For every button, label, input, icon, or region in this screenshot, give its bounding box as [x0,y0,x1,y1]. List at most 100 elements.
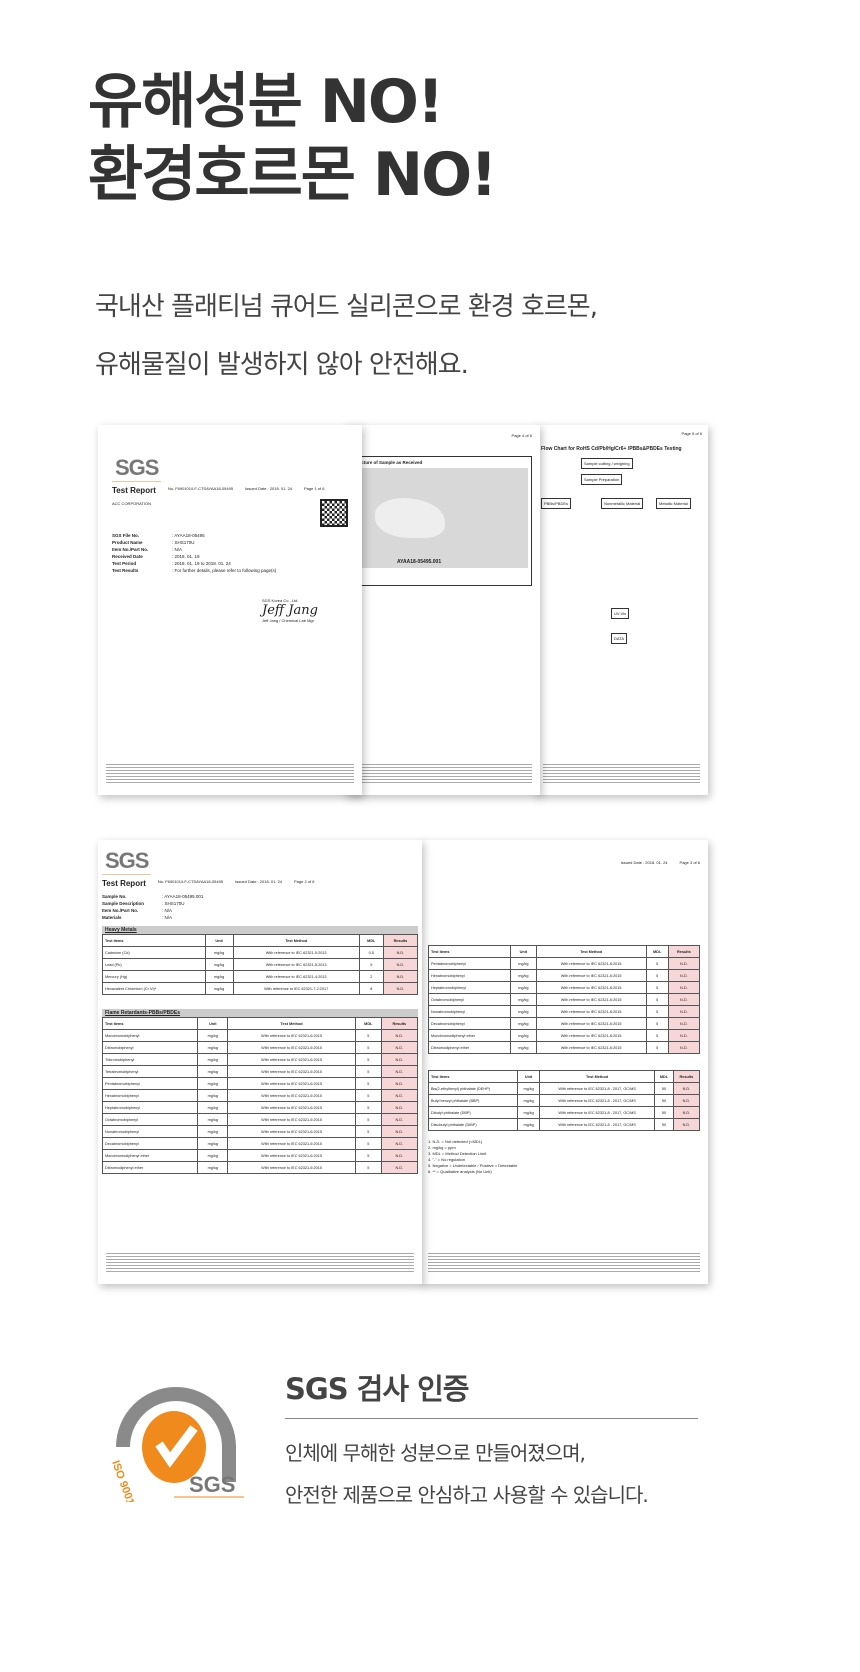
field-value: : N/A [162,908,173,913]
svg-text:SGS: SGS [189,1472,235,1497]
flowchart: Sample cutting / weighing Sample Preparat… [541,458,702,658]
column-header: MDL [654,1070,674,1083]
table-row: Butyl benzyl phthalate (BBP) mg/kg With re… [427,1094,701,1107]
page-number: Page 5 of 6 [681,431,702,436]
cell: With reference to IEC 62321-8 : 2017, GC… [538,1106,656,1119]
report-title: Test Report [112,486,156,495]
table-header: Test Items Unit Test Method MDL Results [102,934,419,947]
test-item: Monobromodiphenyl ether [101,1149,199,1162]
cell: With reference to IEC 62321-6:2015 [227,1077,356,1090]
cell: With reference to IEC 62321-6:2015 [535,1017,647,1030]
page-number: Page 3 of 6 [679,860,700,865]
cell: With reference to IEC 62321-6:2015 [535,957,647,970]
cell: mg/kg [197,1161,229,1174]
column-header: Test Method [227,1017,356,1030]
table-row: Octabromobiphenyl mg/kg With reference to … [427,993,701,1006]
cell: With reference to IEC 62321-6:2015 [535,1041,647,1054]
cell: 50 [654,1094,674,1107]
cell: Hexavalent Chromium (Cr VI)* [102,982,206,995]
cell: N.D. [667,993,701,1006]
footer-text [543,763,700,785]
cell: mg/kg [197,1113,229,1126]
page-number: Page 1 of 6 [304,486,325,491]
field-label: Sample No. [102,894,127,899]
cell: Butyl benzyl phthalate (BBP) [427,1094,519,1107]
field-value: : AYAA18-05495.001 [162,894,204,899]
sample-photo: AYAA18-05495.001 [357,468,528,568]
divider [285,1418,698,1419]
section-flame-retardants: Flame Retardants-PBBs/PBDEs [102,1009,418,1017]
test-item: Octabromobiphenyl [101,1113,199,1126]
sgs-iso-9001-logo: CERTIFICATION DE SYSTEME ISO 9001 SGS [109,1352,244,1502]
test-item: Pentabromobiphenyl [101,1077,199,1090]
cell: mg/kg [510,1017,537,1030]
cell: N.D. [380,1041,419,1054]
table-row: Nonabromobiphenyl mg/kg With reference to … [101,1125,419,1138]
table-row: Mercury (Hg) mg/kg With reference to IEC 6… [102,970,419,983]
cell: With reference to IEC 62321-6:2015 [227,1137,356,1150]
test-item: Heptabromobiphenyl [427,981,512,994]
cell: N.D. [380,1077,419,1090]
test-item: Hexabromobiphenyl [101,1089,199,1102]
table-row: Hexabromobiphenyl mg/kg With reference to … [427,969,701,982]
cell: With reference to IEC 62321-8 : 2017, GC… [538,1082,656,1095]
picture-caption: Picture of Sample as Received [357,460,423,465]
cell: 5 [645,1017,669,1030]
headline-line-1: 유해성분 NO! [88,67,444,137]
cell: N.D. [380,1029,419,1042]
table-row: Diisobutyl phthalate (DIBP) mg/kg With ref… [427,1118,701,1131]
field-value: : N/A [162,915,173,920]
cell: 5 [354,1161,382,1174]
cell: N.D. [667,969,701,982]
cell: N.D. [672,1082,701,1095]
note: 6. ** = Qualitative analysis (No Unit) [428,1169,492,1174]
report-number: No. F690101/LF-CTSAYAA18-05495 [167,486,234,491]
field-row: Test Period: 2018. 01. 19 to 2018. 01. 2… [112,560,348,567]
cell: N.D. [382,958,419,971]
table-header: Test Items Unit Test Method MDL Results [427,945,701,958]
flowchart-box: UV-Vis [611,608,630,619]
phthalate-table: Test Items Unit Test Method MDL Results Bis(2… [427,1070,701,1131]
column-header: Test Method [535,945,647,958]
report-page-2: SGS Test Report No. F690101/LF-CTSAYAA18-… [98,840,422,1284]
cell: mg/kg [517,1106,540,1119]
cell: mg/kg [204,970,234,983]
cell: N.D. [382,982,419,995]
headline: 유해성분 NO! 환경호르몬 NO! [88,66,497,212]
table-row: Pentabromobiphenyl mg/kg With reference to… [427,957,701,970]
cell: N.D. [382,970,419,983]
cell: mg/kg [204,958,234,971]
cell: 5 [645,1029,669,1042]
table-row: Dibutyl phthalate (DBP) mg/kg With referen… [427,1106,701,1119]
note: 2. mg/kg = ppm [428,1145,456,1150]
test-item: Tribromobiphenyl [101,1053,199,1066]
test-item: Monobromodiphenyl ether [427,1029,512,1042]
cell: N.D. [667,981,701,994]
cell: 0.5 [358,946,384,959]
cell: 5 [354,1077,382,1090]
cell: N.D. [380,1137,419,1150]
cell: 8 [358,982,384,995]
cell: 5 [354,1149,382,1162]
test-item: Dibromodiphenyl ether [427,1041,512,1054]
cell: N.D. [380,1065,419,1078]
column-header: Unit [517,1070,540,1083]
column-header: Test Method [232,934,360,947]
cell: 50 [654,1106,674,1119]
cell: With reference to IEC 62321-7-2:2017 [232,982,360,995]
field-label: Received Date [112,554,143,559]
column-header: MDL [645,945,669,958]
table-row: Tribromobiphenyl mg/kg With reference to I… [101,1053,419,1066]
notes: 1. N.D. = Not detected (<MDL) 2. mg/kg = … [428,1139,700,1175]
cell: mg/kg [510,969,537,982]
sgs-logo: SGS [102,848,152,875]
report-fields: SGS File No.: AYAA18-05495 Product Name: … [112,532,348,574]
section-heavy-metals: Heavy Metals [102,926,418,934]
field-label: Test Period [112,561,137,566]
pbde-table: Test Items Unit Test Method MDL Results Penta… [427,945,701,1054]
table-row: Octabromobiphenyl mg/kg With reference to … [101,1113,419,1126]
column-header: MDL [358,934,384,947]
cell: 5 [645,1041,669,1054]
table-row: Heptabromobiphenyl mg/kg With reference to… [427,981,701,994]
column-header: Test Items [427,1070,519,1083]
